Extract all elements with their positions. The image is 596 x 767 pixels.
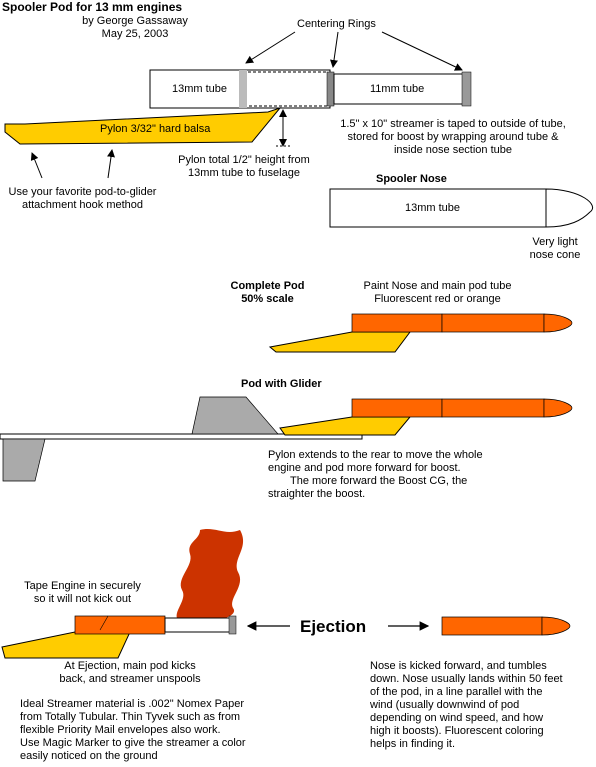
spooler-nose-cone [545,188,593,228]
author: by George Gassaway [82,15,188,27]
material-note-1: Ideal Streamer material is .002" Nomex P… [20,698,245,710]
ejected-nose-cone [541,616,571,636]
tape-note-1: Tape Engine in securely [24,580,141,592]
nose-note-4: wind (usually downwind of pod [370,699,520,711]
ejection-pod-tube [74,615,166,635]
tape-note-2: so it will not kick out [33,593,132,605]
tube-13mm-label: 13mm tube [172,83,228,95]
streamer-note-3: inside nose section tube [393,144,513,156]
nose-cone-label-2: nose cone [529,249,581,261]
centering-ring-3 [461,71,472,107]
tube-11mm-label: 11mm tube [370,83,425,95]
kick-note-2: back, and streamer unspools [59,673,201,685]
nose-tube-label: 13mm tube [405,202,461,214]
kick-note-1: At Ejection, main pod kicks [64,660,196,672]
glider-pod-tube [351,398,443,418]
glider-pod-nose-cone [543,398,573,418]
hook-note-2: attachment hook method [21,199,144,211]
glider-note-3: The more forward the Boost CG, the [290,475,468,487]
pod-nose-tube [441,313,545,333]
glider-pod-nose [441,398,545,418]
material-note-5: easily noticed on the ground [20,750,158,762]
streamer [176,529,244,620]
pylon-label: Pylon 3/32" hard balsa [100,123,211,135]
pylon-top [4,106,282,145]
glider-fuselage [0,433,363,440]
nose-note-7: helps in finding it. [370,738,455,750]
pod-nose-cone [543,313,573,333]
date: May 25, 2003 [101,28,169,40]
ejection-label: Ejection [300,617,367,636]
pod-with-glider-title: Pod with Glider [241,378,322,390]
hook-note-1: Use your favorite pod-to-glider [8,186,157,198]
ejection-engine-tube [164,617,231,633]
material-note-4: Use Magic Marker to give the streamer a … [20,737,246,749]
nose-note-2: down. Nose usually lands within 50 feet [370,673,563,685]
nose-note-6: high it boosts). Fluorescent coloring [370,725,544,737]
material-note-2: from Totally Tubular. Thin Tyvek such as… [20,711,241,723]
complete-pod-title: Complete Pod [230,280,305,292]
pylon-height-note-1: Pylon total 1/2" height from [178,154,310,166]
centering-ring-1 [239,70,247,108]
glider-note-2: engine and pod more forward for boost. [268,462,461,474]
paint-note-1: Paint Nose and main pod tube [363,280,512,292]
material-note-3: flexible Priority Mail envelopes also wo… [20,724,221,736]
ejected-nose-tube [441,616,543,636]
nose-cone-label-1: Very light [532,236,578,248]
glider-pod-pylon [279,416,412,436]
glider-stab [2,438,46,482]
spooler-nose-tube [329,188,547,228]
pod-main-tube [351,313,443,333]
centering-rings-label: Centering Rings [297,18,376,30]
glider-note-4: straighter the boost. [268,488,366,500]
complete-pod-scale: 50% scale [241,293,294,305]
spooler-nose-title: Spooler Nose [376,173,447,185]
ejection-engine-ring [228,615,237,635]
centering-ring-2 [326,71,335,107]
pod-pylon [268,331,411,353]
ejection-pylon [1,631,131,659]
pylon-height-note-2: 13mm tube to fuselage [188,167,300,179]
page-title: Spooler Pod for 13 mm engines [2,0,183,14]
streamer-note-1: 1.5" x 10" streamer is taped to outside … [340,118,566,130]
paint-note-2: Fluorescent red or orange [374,293,501,305]
streamer-note-2: stored for boost by wrapping around tube… [347,131,559,143]
nose-note-5: depending on wind speed, and how [370,712,544,724]
glider-fin [191,396,279,435]
nose-note-1: Nose is kicked forward, and tumbles [370,660,547,672]
nose-note-3: of the pod, in a line parallel with the [370,686,543,698]
glider-note-1: Pylon extends to the rear to move the wh… [268,449,483,461]
